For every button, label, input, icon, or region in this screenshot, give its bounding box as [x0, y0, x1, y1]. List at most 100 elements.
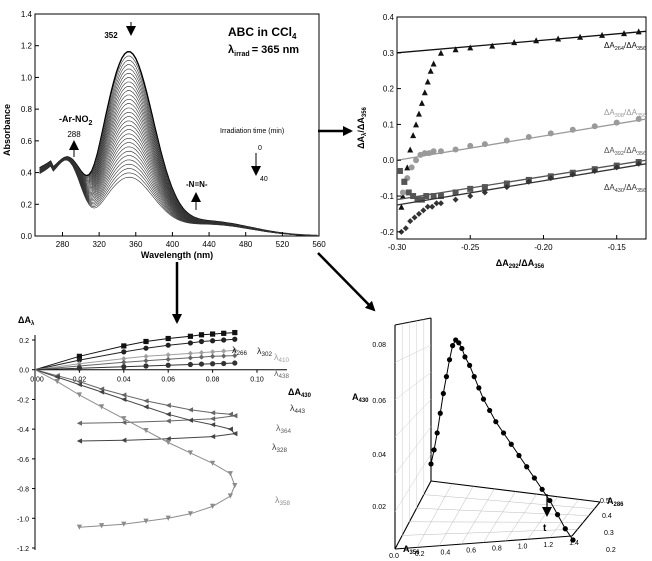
- ratio-data-point: [452, 196, 459, 203]
- delta-data-point: [198, 354, 205, 360]
- delta-data-point: [221, 348, 227, 354]
- three-d-x-tick-label: 0.6: [466, 547, 476, 554]
- delta-data-point: [198, 338, 205, 345]
- three-d-data-point: [476, 385, 482, 391]
- three-d-data-point: [466, 362, 473, 368]
- ratio-data-point: [408, 164, 415, 171]
- ratio-y-tick-label: -0.2: [380, 228, 394, 237]
- three-d-wall-gridline: [394, 372, 432, 400]
- ratio-data-point: [489, 42, 496, 49]
- ratio-data-point: [430, 193, 437, 200]
- delta-y-tick-label: -1.2: [17, 546, 29, 553]
- delta-data-point: [187, 340, 193, 346]
- delta-data-point: [165, 335, 171, 342]
- spectra-x-tick-label: 480: [239, 240, 253, 249]
- three-d-data-point: [462, 354, 468, 360]
- spectra-title: ABC in CCl4: [228, 25, 297, 41]
- spectra-x-tick-label: 360: [129, 240, 143, 249]
- delta-data-point: [187, 407, 193, 413]
- ratio-data-point: [413, 121, 420, 128]
- ratio-data-point: [437, 200, 444, 207]
- ratio-data-point: [533, 37, 540, 44]
- spectra-y-tick-label: 0.2: [21, 200, 33, 209]
- delta-data-point: [221, 337, 227, 343]
- delta-data-point: [99, 389, 105, 395]
- delta-data-point: [143, 358, 149, 364]
- irradiation-time-end: 40: [260, 176, 268, 183]
- delta-y-tick-label: -0.6: [17, 457, 29, 464]
- ratio-data-point: [399, 189, 406, 196]
- ratio-data-point: [613, 164, 620, 171]
- delta-data-point: [210, 433, 216, 440]
- delta-data-point: [165, 418, 171, 424]
- delta-data-point: [187, 361, 193, 368]
- ratio-data-point: [407, 146, 414, 153]
- delta-data-point: [187, 333, 193, 339]
- ratio-data-point: [418, 196, 425, 203]
- delta-y-tick-label: -1.0: [17, 516, 29, 523]
- delta-series-label: λ438: [274, 368, 290, 380]
- three-d-y-tick-label: 0.04: [372, 452, 386, 459]
- ratio-data-point: [511, 39, 518, 46]
- time-arrow-label: t: [543, 523, 547, 534]
- three-d-z-tick-label: 0.4: [602, 513, 612, 520]
- delta-y-tick-label: -0.4: [17, 427, 29, 434]
- delta-data-point: [227, 471, 233, 477]
- three-d-y-tick-label: 0.06: [372, 398, 386, 405]
- three-d-floor-gridline: [409, 521, 584, 523]
- three-d-z-axis-title: A286: [607, 496, 624, 508]
- spectra-panel: 280 320 360 400 440 480 520 5600.00.20.40.60.81…: [2, 10, 326, 260]
- three-d-floor-gridline: [461, 488, 495, 545]
- ratio-data-point: [635, 116, 642, 123]
- delta-data-point: [54, 379, 60, 385]
- three-d-wall-gridline: [394, 426, 432, 475]
- ratio-data-point: [599, 31, 606, 38]
- ratio-data-point: [430, 148, 437, 155]
- delta-data-point: [121, 359, 127, 365]
- ratio-plot-axis-ticks: -0.30 -0.25 -0.20 -0.15 -0.2 -0.1 0.0 0.1 0.2 0.3…: [380, 13, 626, 252]
- ratio-data-point: [525, 178, 532, 185]
- three-d-z-tick-label: 0.3: [604, 530, 614, 537]
- three-d-axis-ticks: 0.0 0.2 0.4 0.6 0.8 1.0 1.2 1.4 0.02 0.04 0.06 0.08…: [372, 342, 615, 560]
- three-d-floor-gridline: [416, 507, 589, 516]
- delta-x-tick-label: 0.06: [161, 377, 175, 384]
- ratio-data-point: [414, 196, 421, 203]
- delta-data-point: [76, 365, 82, 371]
- delta-data-point: [227, 426, 233, 432]
- three-d-floor-gridline: [439, 486, 474, 546]
- ratio-data-point: [452, 46, 459, 53]
- ratio-data-point: [613, 119, 620, 126]
- delta-data-point: [210, 353, 216, 359]
- three-d-data-point: [547, 497, 553, 504]
- spectra-x-tick-label: 520: [276, 240, 290, 249]
- three-d-data-point: [508, 441, 514, 447]
- delta-x-tick-label: 0.00: [30, 377, 44, 384]
- ratio-data-point: [437, 49, 444, 56]
- three-d-floor-gridline: [483, 491, 516, 543]
- delta-data-point: [165, 439, 171, 446]
- spectra-x-axis-title: Wavelength (nm): [141, 250, 213, 260]
- delta-data-point: [232, 347, 238, 353]
- three-d-data-point: [450, 343, 456, 349]
- three-d-wall-gridline: [394, 453, 432, 512]
- three-d-data-point: [446, 357, 453, 363]
- three-d-box-edge: [571, 501, 601, 537]
- delta-data-point: [143, 428, 149, 434]
- delta-data-point: [210, 460, 216, 466]
- three-d-data-point: [516, 452, 522, 459]
- spectrum-curve: [39, 159, 318, 236]
- ratio-data-point: [591, 123, 598, 130]
- ratio-data-point: [503, 180, 510, 187]
- three-d-floor-gridline: [423, 494, 595, 510]
- ratio-data-point: [404, 164, 411, 171]
- delta-data-point: [165, 356, 171, 362]
- delta-data-point: [76, 353, 82, 359]
- three-d-x-tick-label: 0.8: [492, 546, 502, 553]
- delta-data-point: [121, 343, 127, 349]
- ratio-data-point: [430, 60, 437, 67]
- ratio-data-point: [407, 218, 414, 225]
- ratio-data-point: [467, 44, 474, 51]
- ratio-data-point: [421, 150, 428, 157]
- delta-data-point: [227, 493, 233, 499]
